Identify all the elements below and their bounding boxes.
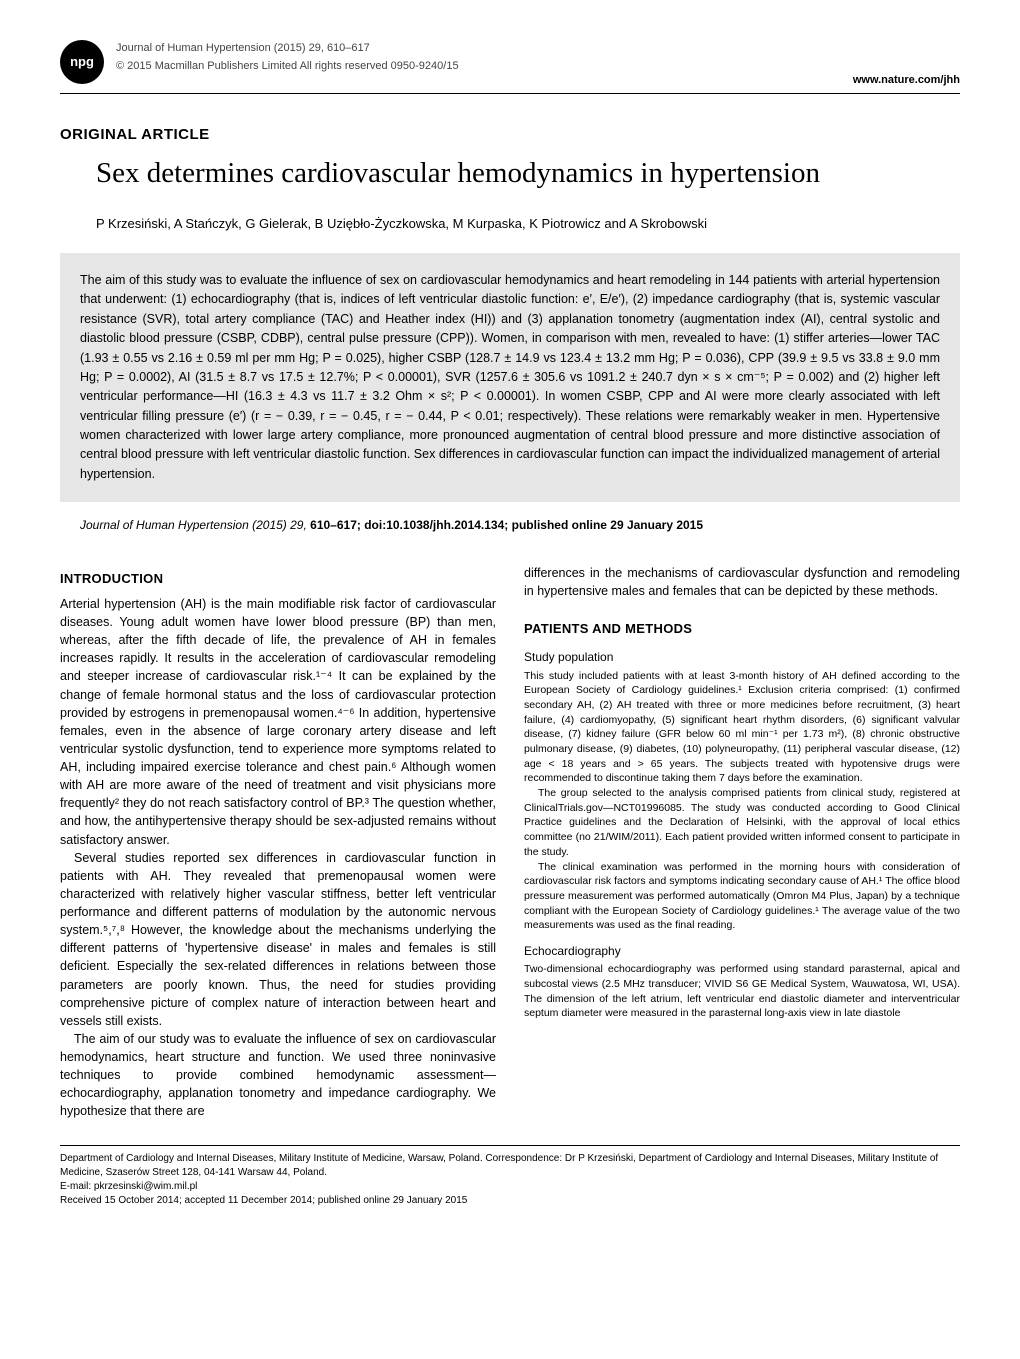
header-rule — [60, 93, 960, 94]
study-pop-text: This study included patients with at lea… — [524, 669, 960, 933]
journal-citation: Journal of Human Hypertension (2015) 29,… — [116, 40, 960, 57]
abstract: The aim of this study was to evaluate th… — [60, 253, 960, 502]
citation-journal: Journal of Human Hypertension — [80, 518, 249, 532]
intro-p1: Arterial hypertension (AH) is the main m… — [60, 595, 496, 849]
body-columns: INTRODUCTION Arterial hypertension (AH) … — [60, 564, 960, 1120]
author-list: P Krzesiński, A Stańczyk, G Gielerak, B … — [60, 214, 960, 234]
study-pop-heading: Study population — [524, 649, 960, 666]
article-type: ORIGINAL ARTICLE — [60, 124, 960, 147]
echo-p1: Two-dimensional echocardiography was per… — [524, 962, 960, 1021]
footer-block: Department of Cardiology and Internal Di… — [60, 1152, 960, 1208]
citation-line: Journal of Human Hypertension (2015) 29,… — [60, 508, 960, 564]
intro-heading: INTRODUCTION — [60, 570, 496, 589]
echo-heading: Echocardiography — [524, 943, 960, 960]
journal-url: www.nature.com/jhh — [60, 72, 960, 89]
copyright-line: © 2015 Macmillan Publishers Limited All … — [116, 58, 960, 75]
continuation-p: differences in the mechanisms of cardiov… — [524, 564, 960, 600]
correspondence-email: E-mail: pkrzesinski@wim.mil.pl — [60, 1180, 960, 1194]
methods-heading: PATIENTS AND METHODS — [524, 620, 960, 639]
study-p2: The group selected to the analysis compr… — [524, 786, 960, 859]
publisher-badge: npg — [60, 40, 104, 84]
study-p3: The clinical examination was performed i… — [524, 860, 960, 933]
left-column: INTRODUCTION Arterial hypertension (AH) … — [60, 564, 496, 1120]
echo-text: Two-dimensional echocardiography was per… — [524, 962, 960, 1021]
article-title: Sex determines cardiovascular hemodynami… — [60, 152, 960, 196]
citation-year: (2015) 29, — [252, 518, 307, 532]
received-dates: Received 15 October 2014; accepted 11 De… — [60, 1194, 960, 1208]
intro-p3: The aim of our study was to evaluate the… — [60, 1030, 496, 1121]
footer-rule — [60, 1145, 960, 1146]
affiliation: Department of Cardiology and Internal Di… — [60, 1152, 960, 1180]
intro-p2: Several studies reported sex differences… — [60, 849, 496, 1030]
citation-pages: 610–617; doi:10.1038/jhh.2014.134; publi… — [310, 518, 703, 532]
right-column: differences in the mechanisms of cardiov… — [524, 564, 960, 1120]
journal-meta: Journal of Human Hypertension (2015) 29,… — [116, 40, 960, 74]
study-p1: This study included patients with at lea… — [524, 669, 960, 787]
